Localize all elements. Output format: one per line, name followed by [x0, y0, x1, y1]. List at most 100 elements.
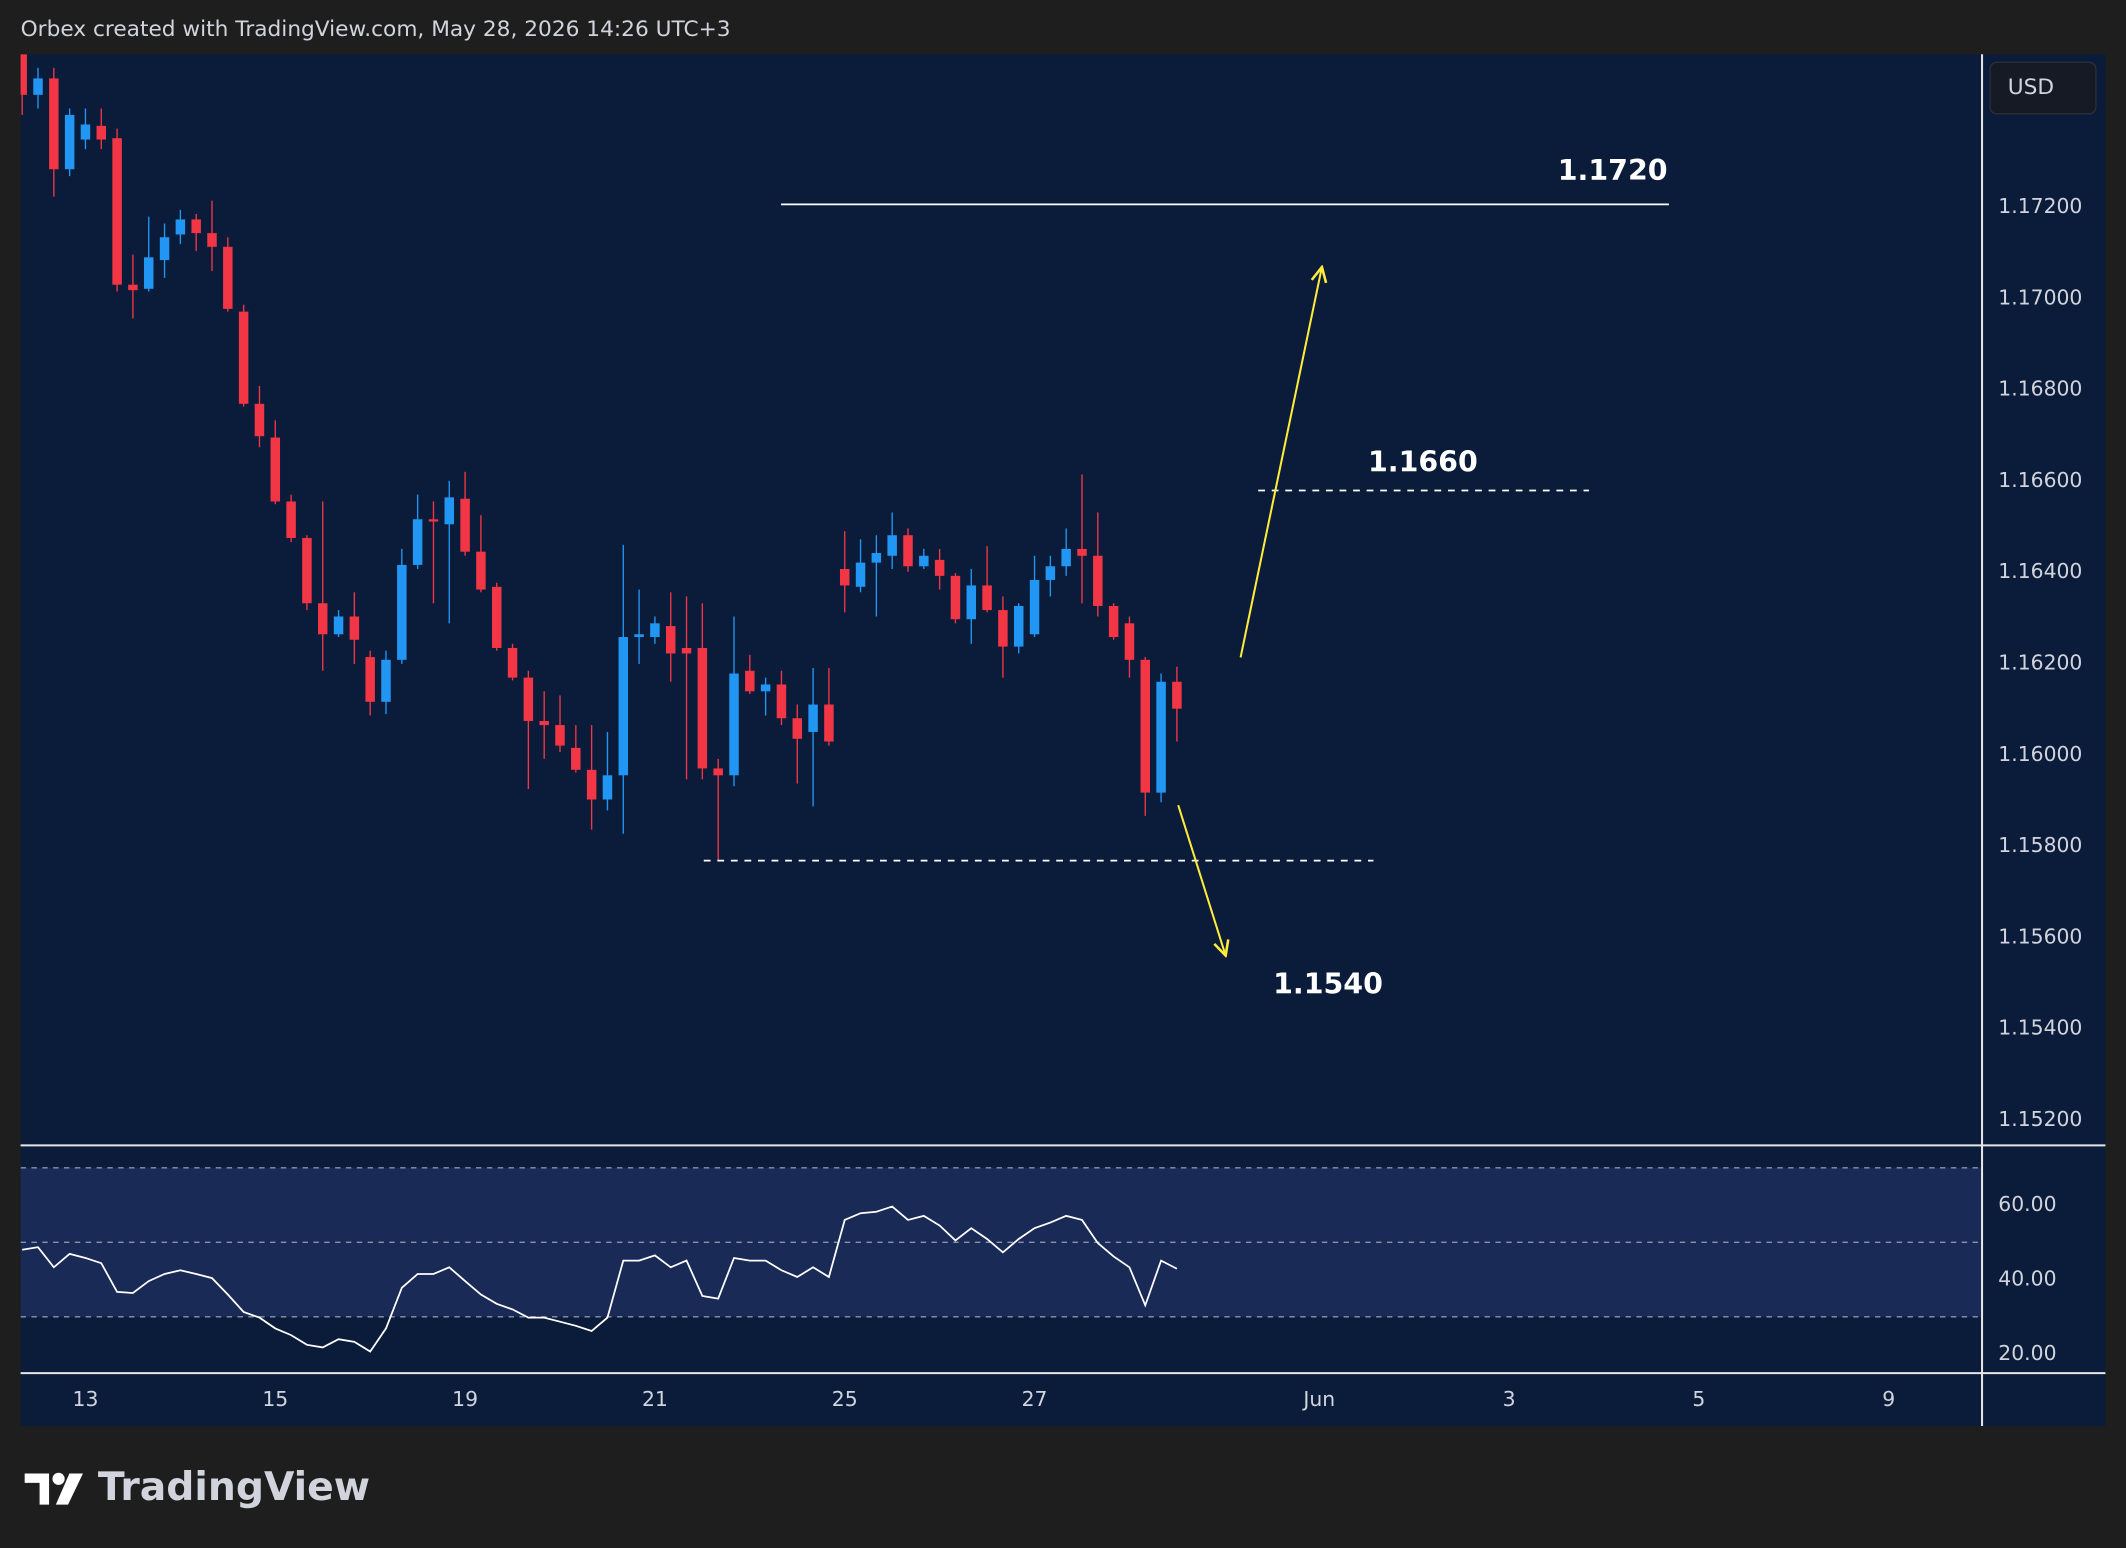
candle-body — [1077, 548, 1087, 556]
candle-body — [808, 704, 818, 732]
candle-body — [191, 219, 201, 234]
candle-body — [1156, 681, 1166, 793]
candle-body — [934, 559, 945, 576]
candle-body — [571, 747, 581, 770]
x-tick-label: 27 — [1022, 1387, 1048, 1411]
y-tick-label: 60.00 — [1998, 1192, 2056, 1216]
candle-body — [96, 125, 107, 140]
y-tick-label: 1.15600 — [1998, 924, 2082, 948]
candle-body — [539, 720, 549, 726]
x-tick-label: 3 — [1503, 1387, 1516, 1411]
candle-body — [950, 575, 961, 620]
candle-body — [982, 585, 992, 611]
candle-body — [175, 219, 186, 235]
y-tick-label: 1.15400 — [1998, 1016, 2082, 1040]
candle-body — [1108, 605, 1119, 638]
x-tick-label: 5 — [1692, 1387, 1705, 1411]
candle-body — [824, 704, 834, 742]
rsi-line — [22, 1205, 1178, 1353]
candle-body — [998, 610, 1008, 647]
candle-body — [1124, 623, 1135, 660]
candle-body — [223, 246, 233, 309]
arrow-up — [1239, 267, 1322, 658]
candle-body — [1061, 548, 1071, 567]
y-tick-label: 1.16200 — [1998, 650, 2082, 674]
x-tick-label: 25 — [832, 1387, 858, 1411]
level-label: 1.1540 — [1273, 967, 1383, 1000]
candle-body — [681, 647, 692, 654]
candle-body — [64, 114, 75, 170]
y-tick-label: 1.16800 — [1998, 377, 2082, 401]
y-tick-label: 1.15200 — [1998, 1107, 2082, 1131]
candle-body — [444, 497, 455, 525]
x-tick-label: 21 — [642, 1387, 668, 1411]
candle-body — [1140, 659, 1151, 793]
credit: Orbex created with TradingView.com, May … — [21, 17, 731, 42]
candle-body — [80, 124, 91, 140]
level-label: 1.1660 — [1368, 446, 1478, 479]
candle-body — [507, 647, 518, 678]
x-tick-label: 19 — [452, 1387, 478, 1411]
x-tick-label: 13 — [73, 1387, 99, 1411]
candle-body — [128, 284, 138, 291]
candle-body — [381, 659, 391, 702]
candle-body — [1172, 681, 1182, 709]
candle-body — [302, 537, 312, 604]
logo-text: TradingView — [98, 1465, 370, 1510]
candle-body — [460, 498, 470, 552]
arrow-down — [1177, 804, 1225, 955]
candle-body — [966, 585, 977, 620]
candle-body — [1045, 566, 1056, 580]
y-tick-label: 1.16400 — [1998, 559, 2082, 583]
candle-body — [713, 768, 723, 776]
level-label: 1.1720 — [1558, 154, 1668, 187]
candle-body — [919, 555, 929, 567]
candle-body — [270, 437, 281, 502]
candle-body — [887, 535, 897, 556]
candle-body — [349, 616, 360, 640]
x-tick-label: 15 — [262, 1387, 288, 1411]
candle-body — [412, 519, 423, 565]
y-tick-label: 20.00 — [1998, 1341, 2056, 1365]
candle-body — [602, 775, 613, 800]
candle-body — [49, 78, 59, 170]
candle-body — [586, 769, 597, 800]
y-tick-label: 1.16600 — [1998, 468, 2082, 492]
candle-body — [428, 519, 439, 522]
candle-body — [1029, 579, 1040, 635]
candle-body — [476, 551, 486, 590]
price-panel — [20, 54, 1669, 862]
logo-icon — [24, 1472, 83, 1505]
currency-badge[interactable] — [1989, 61, 2097, 115]
candle-body — [903, 535, 913, 567]
x-tick-label: 9 — [1882, 1387, 1895, 1411]
candle-body — [207, 233, 217, 247]
candle-body — [143, 257, 154, 289]
candle-body — [555, 725, 565, 746]
candle-body — [238, 311, 249, 404]
candle-body — [665, 626, 676, 654]
x-tick-label: Jun — [1301, 1387, 1335, 1411]
candle-body — [792, 718, 803, 739]
candle-body — [871, 553, 882, 563]
candle-body — [20, 54, 27, 95]
candle-body — [333, 616, 344, 635]
candle-body — [397, 564, 407, 660]
candle-body — [112, 138, 122, 285]
candle-body — [745, 670, 755, 692]
candle-body — [286, 501, 296, 538]
candle-body — [650, 623, 660, 638]
candle-body — [839, 569, 850, 586]
candle-body — [491, 586, 502, 648]
rsi-lines — [20, 1167, 1983, 1353]
y-tick-label: 1.17000 — [1998, 285, 2082, 309]
currency: USD — [2008, 75, 2054, 100]
candle-body — [776, 684, 787, 719]
candle-body — [1093, 555, 1103, 606]
candle-body — [697, 647, 708, 769]
candle-body — [634, 634, 644, 638]
candle-body — [365, 657, 375, 702]
candle-body — [254, 403, 265, 437]
